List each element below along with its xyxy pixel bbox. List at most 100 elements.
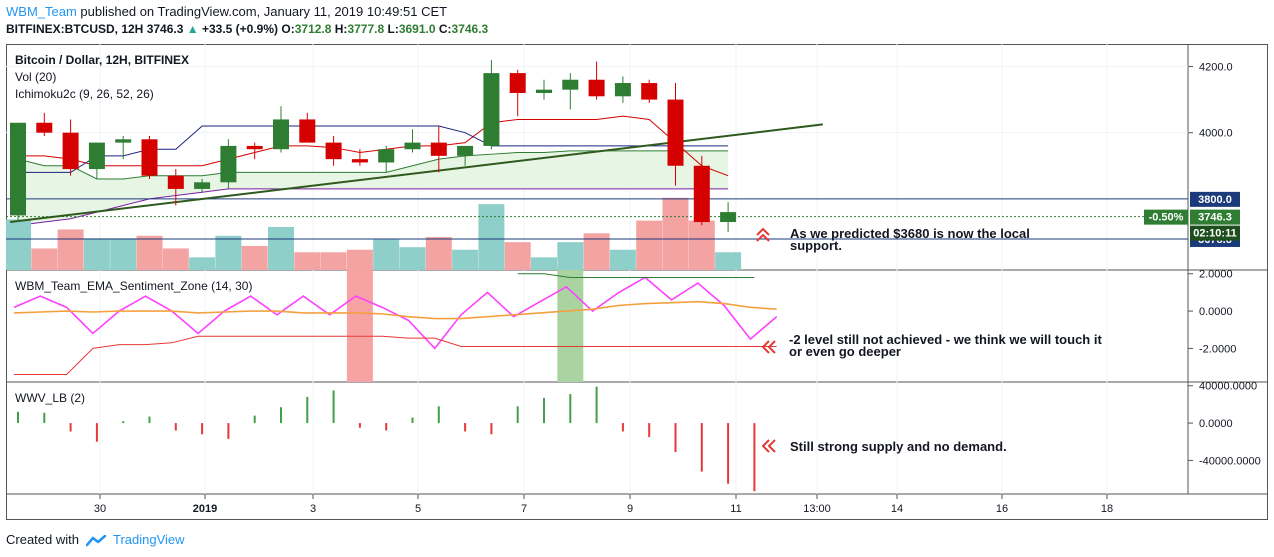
volume-bar	[609, 249, 636, 270]
volume-bar	[425, 237, 452, 270]
candle-body	[36, 122, 53, 133]
annotation-ema: or even go deeper	[789, 344, 901, 359]
candle-body	[141, 139, 158, 176]
volume-bar	[478, 204, 505, 270]
time-tick-label: 9	[627, 503, 633, 515]
ema-tick-label: 0.0000	[1199, 306, 1233, 318]
time-tick-label: 7	[521, 503, 527, 515]
time-tick-label: 5	[415, 503, 421, 515]
candle-body	[430, 142, 447, 156]
time-tick-label: 30	[94, 503, 106, 515]
candle-body	[404, 142, 421, 150]
volume-bar	[636, 220, 663, 270]
ema-tick-label: -2.0000	[1199, 343, 1236, 355]
countdown-tag-bg	[1190, 225, 1240, 241]
level-tag-bg	[1190, 191, 1240, 207]
candle-body	[10, 122, 26, 216]
chevron-stroke	[761, 340, 770, 354]
double-left-chevron-icon	[761, 340, 776, 354]
volume-bar	[110, 238, 137, 270]
volume-bar	[83, 238, 110, 270]
candle-body	[115, 139, 132, 143]
high-value: 3777.8	[347, 22, 385, 36]
candle-body	[299, 119, 316, 143]
candle-body	[667, 99, 684, 166]
symbol-label: BITFINEX:BTCUSD, 12H	[6, 22, 144, 36]
wwv-tick-label: -40000.0000	[1199, 455, 1261, 467]
volume-bar	[557, 242, 584, 270]
volume-bar	[320, 252, 347, 270]
chart-container[interactable]: 30 2019 3 5 7 9 11 13:00 14 16 18 4200.0 4000.0 3800.…	[5, 44, 1268, 520]
volume-bar	[57, 229, 84, 270]
volume-bar	[215, 235, 242, 270]
volume-bar	[241, 245, 268, 270]
volume-bar	[162, 248, 189, 270]
volume-bar	[189, 257, 216, 270]
candle-body	[194, 182, 211, 189]
change-tag-bg	[1144, 209, 1188, 225]
chevron-stroke	[756, 233, 770, 242]
time-tick-label: 18	[1101, 503, 1113, 515]
ema-tick-label: 2.0000	[1199, 269, 1233, 281]
created-with-text: Created with	[6, 532, 79, 547]
chevron-stroke	[767, 340, 776, 354]
chart-border	[6, 44, 1268, 520]
level-tag-label: 3800.0	[1198, 194, 1232, 206]
countdown-label: 02:10:11	[1193, 228, 1236, 240]
volume-bar	[715, 252, 742, 270]
volume-bar	[5, 219, 31, 270]
sentiment-zone-red	[346, 270, 373, 382]
candle-body	[457, 145, 474, 156]
candle-body	[351, 159, 368, 163]
chevron-stroke	[756, 227, 770, 236]
time-tick-label: 2019	[193, 503, 217, 515]
up-arrow-icon: ▲	[186, 22, 199, 36]
volume-bar	[346, 249, 373, 270]
low-value: 3691.0	[398, 22, 436, 36]
wwv-tick-label: 40000.0000	[1199, 381, 1257, 393]
main-pane-title: Bitcoin / Dollar, 12H, BITFINEX	[15, 53, 189, 67]
double-left-chevron-icon	[761, 439, 776, 453]
volume-bar	[399, 247, 426, 270]
candle-body	[536, 89, 552, 93]
chart-svg[interactable]: 30 2019 3 5 7 9 11 13:00 14 16 18 4200.0 4000.0 3800.…	[5, 44, 1268, 520]
trendline	[9, 123, 823, 224]
time-tick-label: 16	[996, 503, 1008, 515]
annotation-ema: -2 level still not achieved - we think w…	[789, 332, 1102, 347]
author-link[interactable]: WBM_Team	[6, 4, 77, 19]
volume-bar	[688, 220, 715, 270]
change-tag-label: -0.50%	[1149, 212, 1184, 224]
ichimoku-span-b	[17, 188, 729, 226]
ema-fast-line	[13, 276, 778, 350]
volume-bar	[531, 257, 557, 270]
chevron-stroke	[761, 439, 770, 453]
time-tick-label: 11	[730, 503, 741, 515]
price-tag-bg	[1190, 209, 1240, 225]
high-label: H:	[334, 22, 348, 36]
open-label: O:	[281, 22, 295, 36]
candle-body	[167, 175, 184, 189]
tradingview-brand[interactable]: TradingView	[113, 532, 185, 547]
candle-body	[378, 149, 395, 163]
low-label: L:	[387, 22, 399, 36]
candle-body	[509, 73, 526, 93]
price-tick-label: 4000.0	[1199, 128, 1233, 140]
footer: Created with TradingView	[6, 532, 185, 547]
candle-body	[62, 132, 79, 170]
candle-body	[88, 142, 105, 170]
candle-body	[588, 79, 605, 97]
candle-body	[720, 212, 737, 223]
double-up-chevron-icon	[756, 227, 770, 242]
ema-slow-line	[13, 300, 777, 320]
volume-bar	[31, 248, 58, 270]
volume-bar	[136, 235, 163, 270]
change-value: +33.5 (+0.9%)	[201, 22, 279, 36]
indicator-label-vol: Vol (20)	[15, 70, 56, 84]
candle-body	[483, 73, 500, 146]
annotation-wwv: Still strong supply and no demand.	[790, 439, 1007, 454]
ichimoku-cloud	[18, 150, 729, 226]
candle-body	[641, 83, 658, 100]
annotation-support: As we predicted $3680 is now the local	[790, 226, 1030, 241]
chevron-stroke	[767, 439, 776, 453]
candle-body	[325, 142, 342, 160]
